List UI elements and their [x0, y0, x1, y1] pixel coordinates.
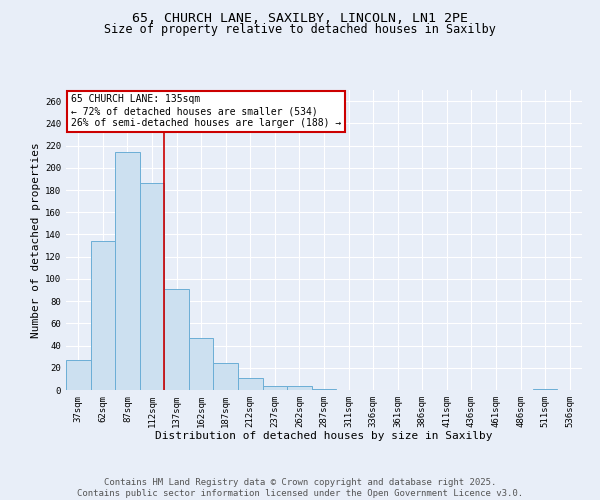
Bar: [115, 152, 140, 390]
Bar: [91, 241, 115, 390]
X-axis label: Distribution of detached houses by size in Saxilby: Distribution of detached houses by size …: [155, 432, 493, 442]
Y-axis label: Number of detached properties: Number of detached properties: [31, 142, 41, 338]
Bar: [287, 386, 312, 390]
Bar: [533, 389, 557, 390]
Bar: [312, 389, 336, 390]
Bar: [238, 378, 263, 390]
Text: 65 CHURCH LANE: 135sqm
← 72% of detached houses are smaller (534)
26% of semi-de: 65 CHURCH LANE: 135sqm ← 72% of detached…: [71, 94, 341, 128]
Text: Size of property relative to detached houses in Saxilby: Size of property relative to detached ho…: [104, 24, 496, 36]
Bar: [263, 386, 287, 390]
Text: 65, CHURCH LANE, SAXILBY, LINCOLN, LN1 2PE: 65, CHURCH LANE, SAXILBY, LINCOLN, LN1 2…: [132, 12, 468, 26]
Bar: [140, 184, 164, 390]
Bar: [164, 289, 189, 390]
Bar: [66, 360, 91, 390]
Text: Contains HM Land Registry data © Crown copyright and database right 2025.
Contai: Contains HM Land Registry data © Crown c…: [77, 478, 523, 498]
Bar: [214, 364, 238, 390]
Bar: [189, 338, 214, 390]
